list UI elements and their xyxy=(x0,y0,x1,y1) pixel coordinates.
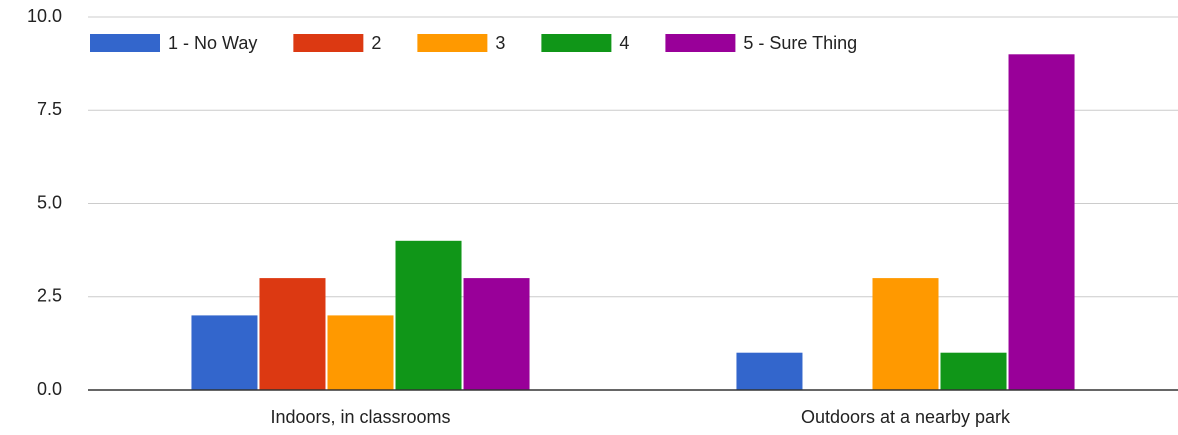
bar xyxy=(259,278,326,390)
bar xyxy=(1008,54,1075,391)
bar xyxy=(327,315,394,390)
y-tick-label: 7.5 xyxy=(37,99,62,119)
x-tick-label: Outdoors at a nearby park xyxy=(801,407,1011,427)
legend-swatch xyxy=(541,34,612,52)
legend-label: 1 - No Way xyxy=(168,33,257,53)
legend-label: 4 xyxy=(619,33,629,53)
bar xyxy=(463,278,530,390)
y-tick-label: 5.0 xyxy=(37,192,62,212)
legend-label: 3 xyxy=(495,33,505,53)
x-tick-label: Indoors, in classrooms xyxy=(270,407,450,427)
bar xyxy=(940,352,1007,390)
y-tick-label: 10.0 xyxy=(27,6,62,26)
legend-label: 5 - Sure Thing xyxy=(743,33,857,53)
legend-swatch xyxy=(665,34,736,52)
legend-swatch xyxy=(90,34,160,52)
legend-swatch xyxy=(417,34,488,52)
y-tick-label: 0.0 xyxy=(37,379,62,399)
legend-label: 2 xyxy=(371,33,381,53)
bar xyxy=(395,240,462,390)
bar xyxy=(191,315,258,390)
bar xyxy=(736,352,803,390)
bar xyxy=(872,278,939,390)
legend-swatch xyxy=(293,34,364,52)
y-tick-label: 2.5 xyxy=(37,286,62,306)
